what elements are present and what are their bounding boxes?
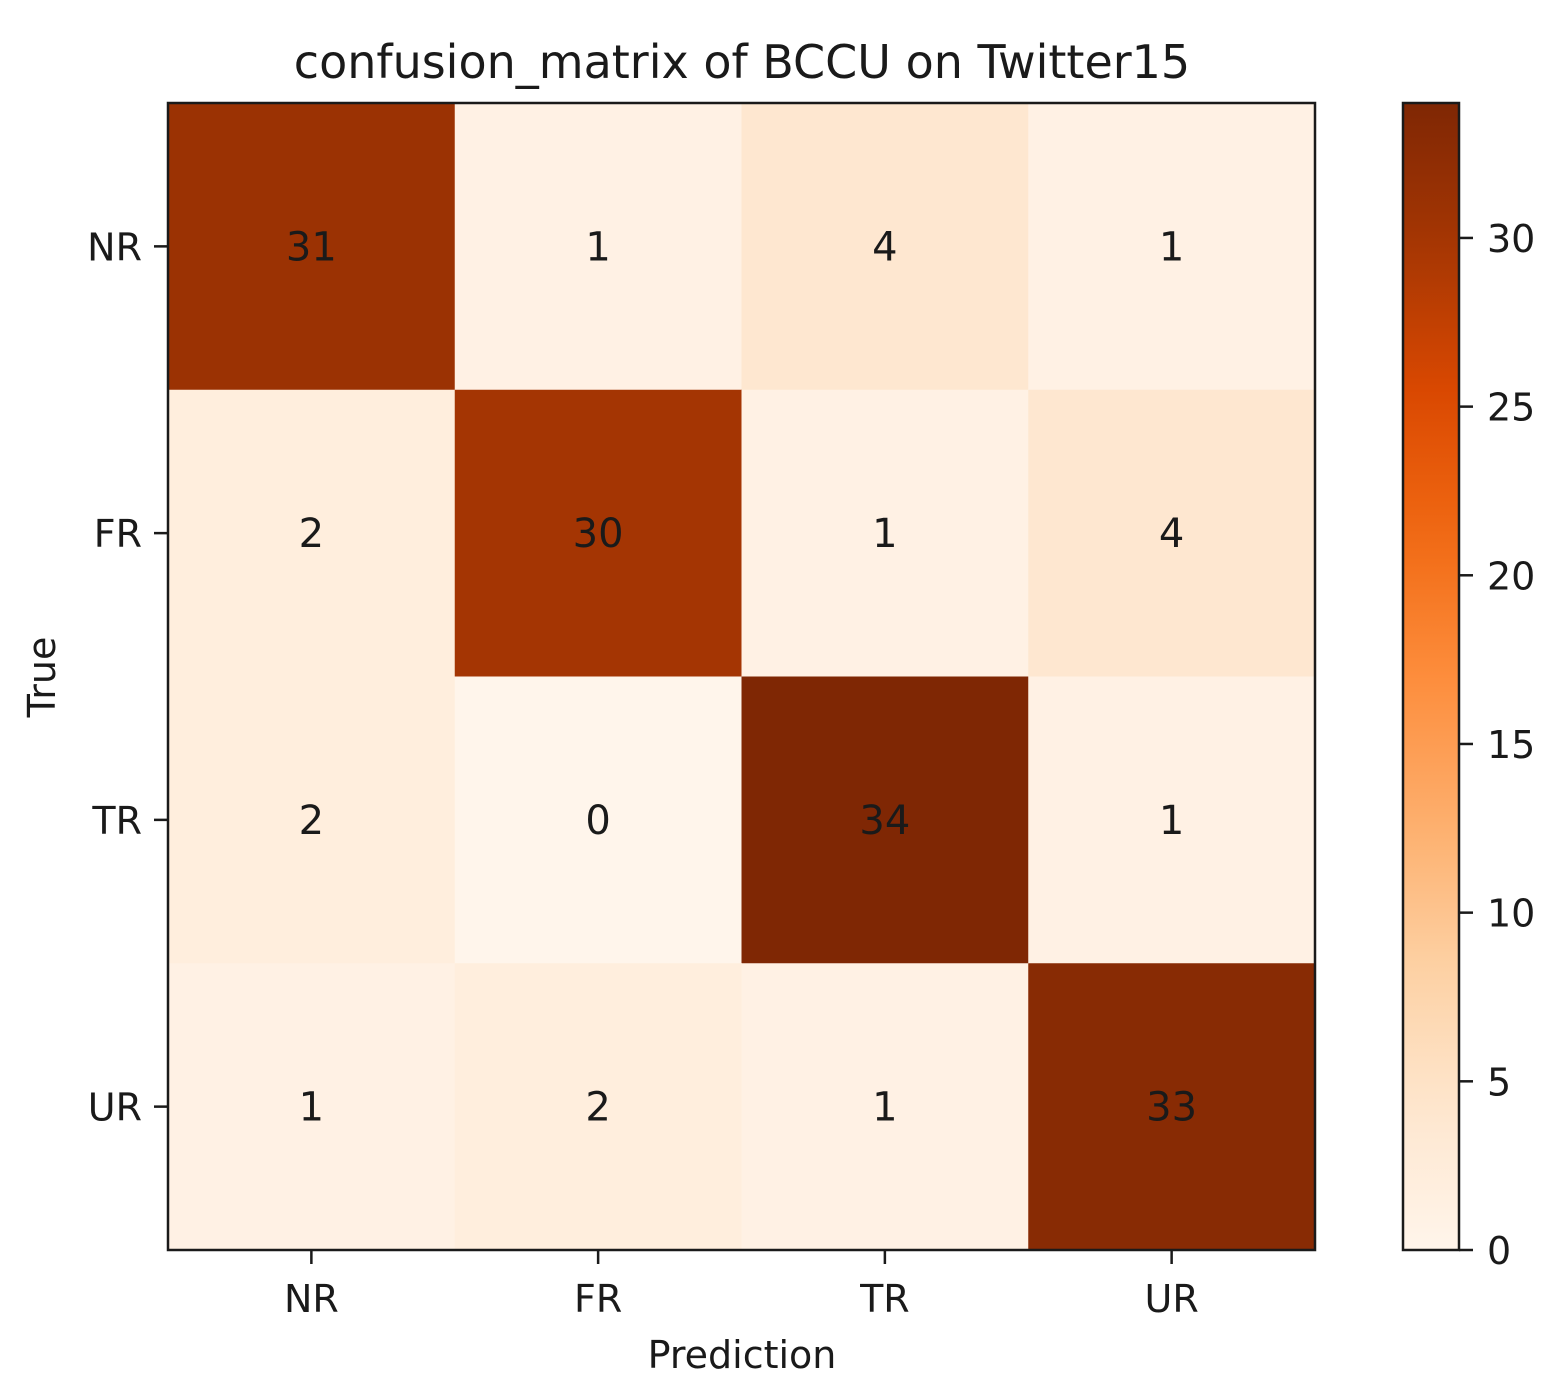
cell-value-label-2-3: 1 [1159, 798, 1184, 844]
y-tick-label-3: UR [88, 1086, 142, 1130]
heatmap-cell-1-1 [454, 389, 742, 677]
y-tick-label-1: FR [94, 512, 142, 556]
heatmap-cell-3-2 [741, 963, 1029, 1251]
heatmap-cell-0-3 [1028, 103, 1316, 391]
colorbar-tick-label-3: 15 [1487, 723, 1535, 767]
colorbar-ticks: 0 5 10 15 20 25 30 [1459, 217, 1535, 1273]
x-axis-ticks: NR FR TR UR [284, 1250, 1199, 1321]
heatmap-cell-1-2 [741, 389, 1029, 677]
colorbar-tick-label-4: 20 [1487, 554, 1535, 598]
heatmap-cell-3-1 [454, 963, 742, 1251]
cell-value-label-0-1: 1 [585, 224, 610, 270]
cell-value-label-0-2: 4 [872, 224, 897, 270]
heatmap-cell-3-3 [1028, 963, 1316, 1251]
colorbar-tick-label-0: 0 [1487, 1229, 1511, 1273]
heatmap-cell-2-1 [454, 676, 742, 964]
cell-value-label-0-0: 31 [286, 224, 337, 270]
cell-value-label-2-1: 0 [585, 798, 610, 844]
heatmap-cell-1-0 [168, 389, 456, 677]
plot-frame [166, 101, 1317, 1252]
cell-value-label-0-3: 1 [1159, 224, 1184, 270]
colorbar-tick-label-2: 10 [1487, 892, 1535, 936]
y-axis-label: True [20, 637, 64, 719]
heatmap-cell-0-1 [454, 103, 742, 391]
cell-value-label-2-0: 2 [299, 798, 324, 844]
cell-value-label-3-2: 1 [872, 1085, 897, 1131]
colorbar [1401, 101, 1461, 1252]
cell-value-label-1-3: 4 [1159, 511, 1184, 557]
x-tick-label-2: TR [859, 1277, 910, 1321]
cell-value-label-1-1: 30 [573, 511, 624, 557]
heatmap-cell-0-0 [168, 103, 456, 391]
x-tick-label-0: NR [284, 1277, 339, 1321]
y-tick-label-2: TR [91, 799, 142, 843]
x-tick-label-1: FR [574, 1277, 622, 1321]
chart-title: confusion_matrix of BCCU on Twitter15 [294, 35, 1190, 89]
heatmap-cell-2-2 [741, 676, 1029, 964]
x-tick-label-3: UR [1145, 1277, 1199, 1321]
heatmap-cell-1-3 [1028, 389, 1316, 677]
heatmap-cell-3-0 [168, 963, 456, 1251]
cell-value-label-3-1: 2 [585, 1085, 610, 1131]
heatmap-cell-0-2 [741, 103, 1029, 391]
x-axis-label: Prediction [648, 1333, 837, 1377]
y-axis-ticks: NR FR TR UR [87, 225, 168, 1130]
cell-value-label-3-0: 1 [299, 1085, 324, 1131]
cell-value-label-1-2: 1 [872, 511, 897, 557]
heatmap-cell-2-3 [1028, 676, 1316, 964]
cell-value-label-3-3: 33 [1146, 1085, 1197, 1131]
heatmap-cell-2-0 [168, 676, 456, 964]
colorbar-tick-label-1: 5 [1487, 1060, 1511, 1104]
y-tick-label-0: NR [87, 225, 142, 269]
cell-value-label-1-0: 2 [299, 511, 324, 557]
heatmap-cells: 31 1 4 1 2 30 1 4 2 0 34 1 1 2 1 33 [168, 103, 1316, 1251]
cell-value-label-2-2: 34 [859, 798, 910, 844]
colorbar-tick-label-5: 25 [1487, 386, 1535, 430]
colorbar-tick-label-6: 30 [1487, 217, 1535, 261]
